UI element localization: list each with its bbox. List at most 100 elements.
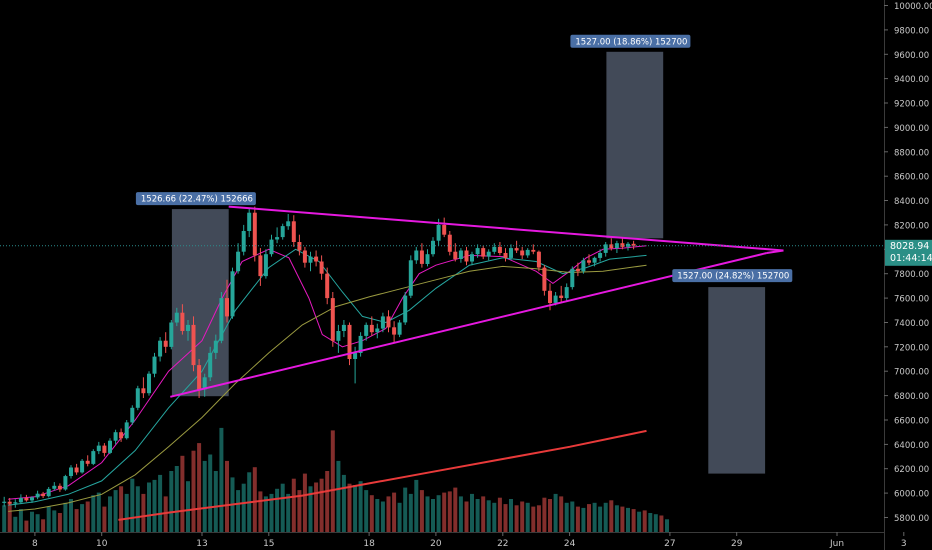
candle-body <box>169 322 174 347</box>
candle-body <box>380 316 385 329</box>
volume-bar <box>74 509 79 532</box>
volume-bar <box>225 460 229 532</box>
candle-body <box>63 476 68 490</box>
volume-bar <box>408 493 413 532</box>
trendline-apex[interactable] <box>766 249 784 254</box>
y-tick-label: 5800.00 <box>894 514 929 524</box>
y-tick-label: 9800.00 <box>894 26 929 36</box>
volume-bar <box>152 479 157 532</box>
candle-body <box>319 261 324 274</box>
volume-bar <box>18 509 23 532</box>
volume-bar <box>419 490 424 532</box>
candle-body <box>575 268 580 272</box>
candle-body <box>74 467 79 473</box>
candle-body <box>587 260 591 263</box>
candle-body <box>202 377 207 390</box>
volume-bar <box>514 505 519 532</box>
volume-bar <box>135 486 140 532</box>
volume-bar <box>481 496 486 532</box>
volume-bar <box>213 471 218 532</box>
y-tick-label: 9000.00 <box>894 124 929 134</box>
candle-body <box>252 212 257 256</box>
measure-label-bg <box>672 269 793 283</box>
volume-bar <box>386 496 391 532</box>
candle-body <box>147 373 151 394</box>
candle-body <box>308 256 313 263</box>
candle-body <box>236 251 241 272</box>
candle-body <box>96 445 101 452</box>
y-tick-label: 6800.00 <box>894 392 929 402</box>
candle-body <box>174 312 179 323</box>
x-tick-label: 27 <box>664 539 675 549</box>
candle-body <box>80 460 85 473</box>
candle-body <box>436 224 441 241</box>
volume-bar <box>614 505 619 532</box>
x-tick-label: 13 <box>196 539 207 549</box>
trendline-upper[interactable] <box>228 205 784 252</box>
candle-body <box>408 260 413 296</box>
ma-mid-line <box>8 248 647 506</box>
candle-body <box>364 324 369 336</box>
candle-body <box>492 246 497 252</box>
volume-bar <box>380 501 385 532</box>
candle-body <box>330 298 335 341</box>
volume-bar <box>180 455 185 532</box>
volume-bar <box>447 491 452 532</box>
volume-bar <box>392 492 397 532</box>
candle-body <box>503 253 508 258</box>
volume-bar <box>85 501 90 532</box>
y-tick-label: 8600.00 <box>894 173 929 183</box>
volume-bar <box>258 491 263 532</box>
candle-body <box>336 331 341 341</box>
candle-body <box>275 237 280 240</box>
volume-bar <box>620 506 625 532</box>
candle-body <box>341 324 346 331</box>
candle-body <box>375 328 380 333</box>
candle-body <box>525 249 530 256</box>
candle-body <box>598 253 603 258</box>
candle-body <box>135 388 140 408</box>
x-tick-label: 18 <box>363 539 375 549</box>
volume-bar <box>592 502 597 532</box>
volume-bar <box>548 499 552 532</box>
measure-box <box>171 209 229 397</box>
volume-bar <box>325 471 330 532</box>
triangle-trendlines[interactable] <box>170 205 784 398</box>
volume-bar <box>536 505 541 532</box>
volume-bar <box>464 501 469 532</box>
volume-bar <box>197 443 202 532</box>
candle-body <box>509 248 513 258</box>
candle-body <box>414 250 419 261</box>
volume-bar <box>308 486 313 532</box>
candle-countdown: 01:44:14 <box>890 253 932 264</box>
candle-body <box>225 298 229 317</box>
candle-body <box>481 248 486 257</box>
candle-body <box>130 407 135 423</box>
volume-bar <box>7 502 12 532</box>
ma-fast-line <box>8 245 647 500</box>
x-tick-label: 8 <box>32 539 38 549</box>
candle-body <box>291 221 296 242</box>
volume-bar <box>353 485 358 532</box>
volume-bar <box>314 482 319 532</box>
volume-bar <box>364 490 369 532</box>
x-tick-label: 15 <box>263 539 274 549</box>
y-tick-label: 8800.00 <box>894 148 929 158</box>
volume-bar <box>2 505 7 532</box>
volume-bar <box>24 520 29 532</box>
measure-label: 1526.66 (22.47%) 152666 <box>141 195 253 205</box>
volume-bar <box>458 496 463 532</box>
volume-bar <box>330 430 335 532</box>
volume-bar <box>286 493 291 532</box>
candle-body <box>30 497 34 501</box>
measure-label: 1527.00 (24.82%) 152700 <box>677 272 789 282</box>
volume-bar <box>80 504 85 532</box>
candle-body <box>564 287 569 299</box>
volume-bar <box>263 496 268 532</box>
volume-bar <box>475 499 480 532</box>
volume-bar <box>425 496 430 532</box>
moving-average-lines <box>8 245 647 521</box>
trendline-lower[interactable] <box>170 252 768 398</box>
volume-bar <box>269 493 274 532</box>
